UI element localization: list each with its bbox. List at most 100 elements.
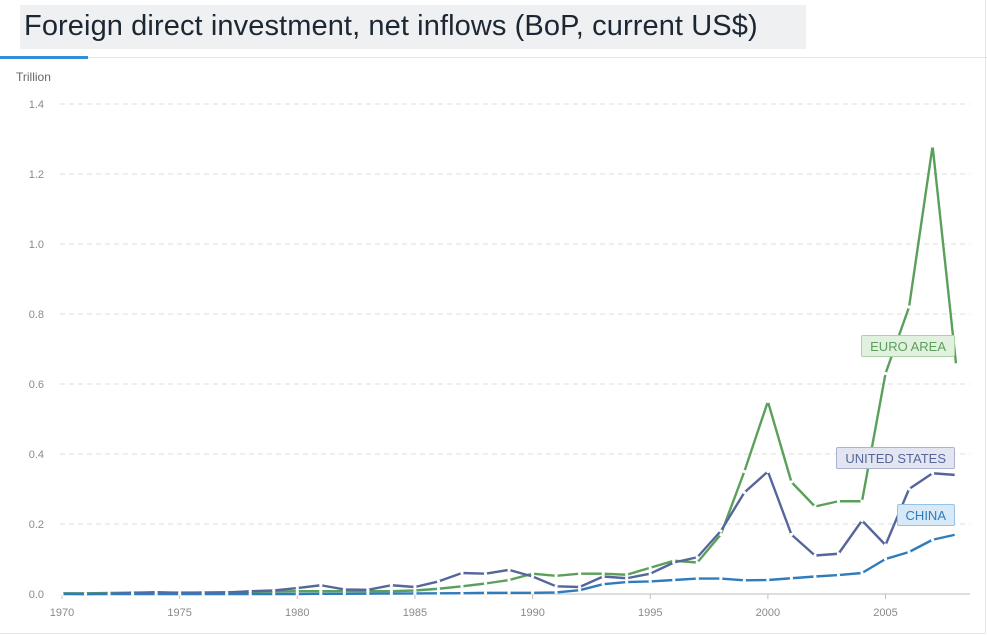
data-point[interactable] <box>625 573 629 577</box>
data-point[interactable] <box>530 572 535 576</box>
data-point[interactable] <box>954 363 958 367</box>
data-point[interactable] <box>766 469 770 474</box>
data-point[interactable] <box>930 538 935 542</box>
series-line-euro-area[interactable] <box>62 144 958 595</box>
data-point[interactable] <box>742 469 746 474</box>
data-point[interactable] <box>742 578 746 582</box>
data-point[interactable] <box>836 499 841 503</box>
data-point[interactable] <box>554 590 558 595</box>
data-point[interactable] <box>954 532 958 537</box>
data-point[interactable] <box>695 577 699 581</box>
data-point[interactable] <box>483 572 488 576</box>
data-point[interactable] <box>248 589 252 593</box>
data-point[interactable] <box>60 592 64 596</box>
data-point[interactable] <box>107 592 111 596</box>
data-point[interactable] <box>530 574 535 579</box>
data-point[interactable] <box>883 371 888 376</box>
data-point[interactable] <box>860 499 864 503</box>
data-point[interactable] <box>719 577 723 581</box>
data-point[interactable] <box>813 574 817 579</box>
data-point[interactable] <box>272 588 276 593</box>
data-point[interactable] <box>672 578 676 582</box>
data-point[interactable] <box>295 589 299 593</box>
x-tick-label: 1990 <box>520 607 544 619</box>
data-point[interactable] <box>625 580 629 584</box>
data-point[interactable] <box>130 592 135 596</box>
data-point[interactable] <box>413 588 417 593</box>
data-point[interactable] <box>672 560 676 565</box>
data-point[interactable] <box>907 550 911 554</box>
data-point[interactable] <box>907 305 911 309</box>
data-point[interactable] <box>601 582 605 586</box>
data-point[interactable] <box>719 529 723 533</box>
data-point[interactable] <box>460 591 464 595</box>
data-point[interactable] <box>860 571 864 575</box>
data-point[interactable] <box>319 592 323 596</box>
data-point[interactable] <box>460 584 464 588</box>
data-point[interactable] <box>554 584 558 588</box>
data-point[interactable] <box>389 583 394 587</box>
data-point[interactable] <box>648 579 652 584</box>
data-point[interactable] <box>789 532 794 537</box>
data-point[interactable] <box>225 592 229 596</box>
data-point[interactable] <box>507 591 511 595</box>
data-point[interactable] <box>930 144 935 148</box>
active-tab-indicator[interactable] <box>0 56 88 59</box>
data-point[interactable] <box>319 583 323 587</box>
data-point[interactable] <box>860 518 864 523</box>
data-point[interactable] <box>295 592 299 596</box>
data-point[interactable] <box>742 490 746 495</box>
data-point[interactable] <box>530 591 535 595</box>
data-point[interactable] <box>648 572 652 576</box>
data-point[interactable] <box>460 571 464 575</box>
data-point[interactable] <box>389 591 394 596</box>
data-point[interactable] <box>295 586 299 590</box>
data-point[interactable] <box>719 532 723 537</box>
data-point[interactable] <box>813 553 817 558</box>
data-point[interactable] <box>695 555 699 559</box>
data-point[interactable] <box>601 572 605 576</box>
data-point[interactable] <box>601 574 605 579</box>
data-point[interactable] <box>154 592 158 596</box>
data-point[interactable] <box>695 560 699 565</box>
data-point[interactable] <box>578 585 582 589</box>
data-point[interactable] <box>883 543 888 547</box>
data-point[interactable] <box>436 587 441 591</box>
data-point[interactable] <box>954 473 958 477</box>
data-point[interactable] <box>789 480 794 484</box>
data-point[interactable] <box>342 592 346 596</box>
data-point[interactable] <box>789 576 794 580</box>
data-point[interactable] <box>436 579 441 584</box>
data-point[interactable] <box>389 589 394 593</box>
data-point[interactable] <box>272 592 276 596</box>
data-point[interactable] <box>483 581 488 586</box>
data-point[interactable] <box>319 589 323 593</box>
series-line-china[interactable] <box>62 533 957 596</box>
data-point[interactable] <box>648 566 652 570</box>
data-point[interactable] <box>201 592 205 596</box>
data-point[interactable] <box>578 572 582 576</box>
data-point[interactable] <box>907 487 911 491</box>
data-point[interactable] <box>813 504 817 509</box>
data-point[interactable] <box>83 592 88 596</box>
data-point[interactable] <box>413 585 417 589</box>
data-point[interactable] <box>507 578 511 582</box>
data-point[interactable] <box>413 591 417 596</box>
data-point[interactable] <box>836 573 841 577</box>
data-point[interactable] <box>625 576 629 580</box>
data-point[interactable] <box>766 399 770 404</box>
data-point[interactable] <box>248 592 252 596</box>
data-point[interactable] <box>578 588 582 592</box>
data-point[interactable] <box>554 574 558 578</box>
data-point[interactable] <box>342 587 346 592</box>
data-point[interactable] <box>766 578 770 582</box>
data-point[interactable] <box>507 568 511 572</box>
data-point[interactable] <box>883 557 888 561</box>
data-point[interactable] <box>366 592 370 596</box>
data-point[interactable] <box>930 471 935 475</box>
data-point[interactable] <box>836 552 841 556</box>
data-point[interactable] <box>178 592 182 596</box>
data-point[interactable] <box>436 591 441 595</box>
data-point[interactable] <box>366 588 370 592</box>
data-point[interactable] <box>483 591 488 595</box>
